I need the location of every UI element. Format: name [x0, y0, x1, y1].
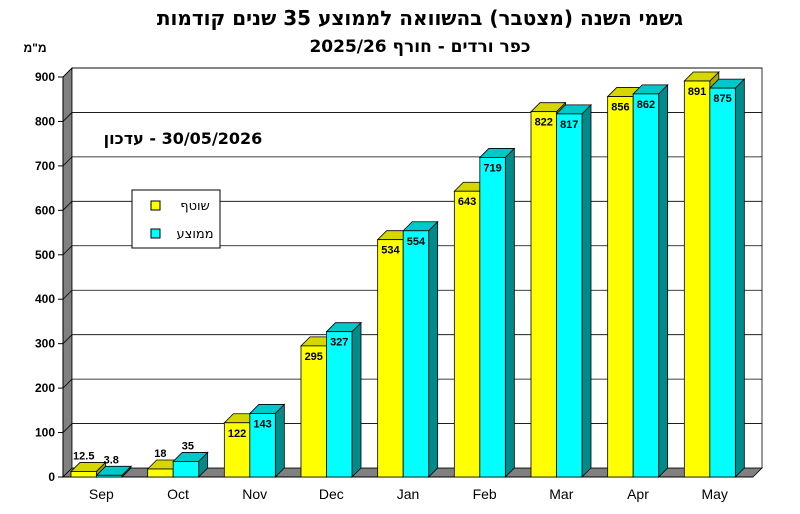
x-category-label: Sep [89, 486, 114, 502]
x-category-label: May [701, 486, 727, 502]
bar-front [607, 96, 634, 478]
bar-front [453, 190, 481, 478]
grid-line-side [62, 334, 73, 344]
left-wall [62, 67, 73, 478]
grid-line-side [62, 289, 73, 300]
x-category-label: Nov [242, 486, 267, 502]
bar-front [249, 413, 276, 478]
bar-side [581, 103, 592, 478]
y-tick-label: 200 [35, 381, 55, 395]
data-label: 122 [228, 428, 246, 440]
x-category-label: Mar [549, 486, 573, 502]
bar-front [172, 461, 200, 478]
data-label: 554 [407, 236, 426, 248]
y-tick-label: 300 [35, 337, 55, 351]
y-tick-label: 900 [35, 70, 55, 84]
chart-title: גשמי השנה (מצטבר) בהשוואה לממוצע 35 שנים… [157, 6, 683, 30]
legend-swatch-current [150, 200, 161, 211]
data-label: 295 [305, 351, 323, 363]
bar-side [734, 78, 745, 478]
bar-dec-average [325, 321, 362, 478]
data-label: 3.8 [104, 454, 119, 466]
x-category-label: Apr [627, 486, 649, 502]
bar-oct-average [172, 451, 209, 478]
bar-nov-average [248, 403, 286, 478]
bar-front [96, 474, 123, 478]
bar-side [428, 220, 439, 478]
x-category-label: Dec [319, 486, 344, 502]
legend-swatch-average [150, 228, 161, 239]
data-label: 875 [713, 93, 731, 105]
grid-line-side [62, 112, 73, 122]
y-tick-label: 500 [35, 248, 55, 262]
bar-front [530, 111, 557, 478]
data-label: 143 [253, 418, 271, 430]
x-category-label: Feb [473, 486, 497, 502]
bar-front [556, 113, 583, 478]
y-axis-label: מ"מ [23, 41, 46, 55]
bar-front [683, 80, 711, 478]
data-label: 643 [458, 196, 476, 208]
data-label: 327 [330, 337, 348, 349]
bar-side [351, 321, 362, 478]
data-label: 817 [560, 119, 578, 131]
data-label: 719 [483, 162, 501, 174]
bar-front [709, 87, 736, 478]
bar-front [300, 345, 327, 478]
bar-side [274, 403, 285, 478]
data-label: 534 [381, 245, 400, 257]
bar-side [504, 147, 515, 478]
bar-front [479, 157, 506, 478]
update-label: 30/05/2026 - עדכון [104, 129, 263, 148]
data-label: 18 [154, 448, 166, 460]
x-category-label: Oct [167, 486, 189, 502]
bar-front [632, 93, 660, 478]
bar-front [377, 239, 404, 478]
data-label: 862 [637, 99, 655, 111]
x-category-label: Jan [397, 486, 420, 502]
legend-label-average: ממוצע [176, 227, 213, 242]
bar-may-average [708, 78, 746, 478]
y-tick-label: 100 [35, 426, 55, 440]
grid-line-side [62, 156, 73, 167]
y-tick-label: 400 [35, 292, 55, 306]
bar-feb-average [478, 147, 516, 478]
legend: שוטף ממוצע [131, 189, 221, 249]
grid-line-side [62, 378, 73, 389]
chart-subtitle: כפר ורדים - חורף 2025/26 [309, 37, 530, 57]
bar-apr-average [632, 83, 669, 478]
bars [70, 71, 746, 478]
bar-front [402, 230, 430, 478]
grid-line-side [62, 67, 73, 78]
grid-line-side [62, 423, 73, 433]
bar-front [70, 471, 97, 478]
y-tick-label: 600 [35, 203, 55, 217]
y-tick-label: 700 [35, 159, 55, 173]
y-tick-label: 800 [35, 114, 55, 128]
bar-front [223, 422, 251, 478]
legend-box [131, 189, 221, 249]
legend-label-current: שוטף [180, 199, 210, 214]
bar-jan-average [402, 220, 439, 478]
data-label: 12.5 [73, 450, 94, 462]
data-label: 891 [688, 86, 706, 98]
grid-line-side [62, 245, 73, 256]
bar-mar-average [555, 103, 592, 478]
bar-front [326, 331, 353, 478]
x-axis-categories: Sep Oct Nov Dec Jan Feb Mar Apr May [89, 486, 728, 502]
data-label: 856 [611, 102, 629, 114]
bar-side [658, 83, 669, 478]
data-label: 35 [182, 440, 194, 452]
y-tick-label: 0 [48, 470, 55, 484]
bar-front [147, 468, 174, 478]
data-labels: 12.5 3.8 18 35 122 143 295 327 534 554 643 719 822 81… [73, 86, 732, 466]
data-label: 822 [535, 117, 553, 129]
bar-sep-average [95, 465, 132, 478]
grid-line-side [62, 201, 73, 211]
